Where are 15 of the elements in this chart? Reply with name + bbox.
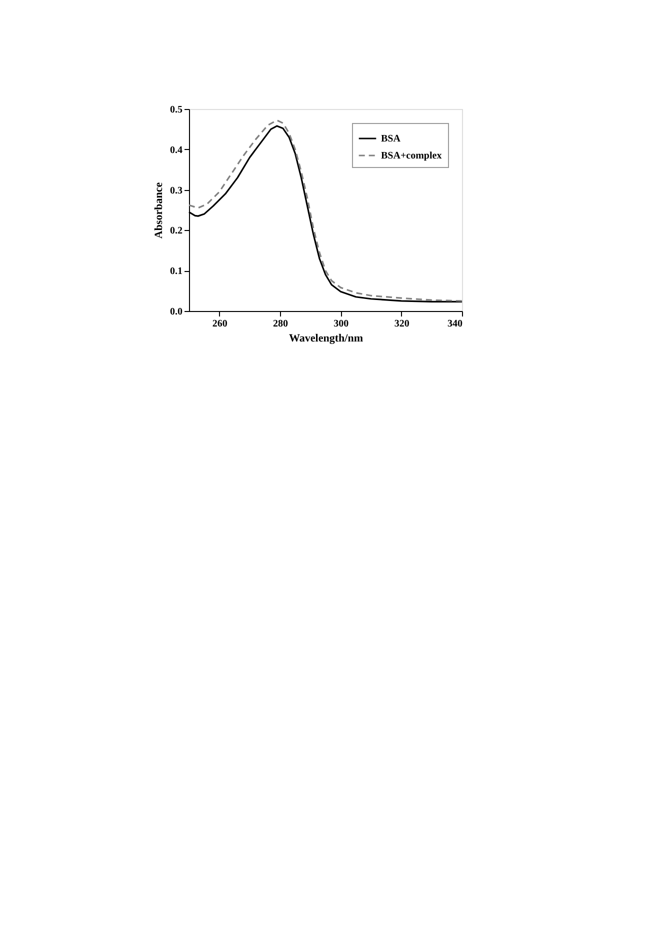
legend-label: BSA+complex bbox=[381, 150, 442, 162]
y-tick-label: 0.4 bbox=[170, 144, 182, 156]
y-tick-label: 0.2 bbox=[170, 226, 182, 237]
x-tick-label: 300 bbox=[334, 318, 349, 330]
x-tick-label: 260 bbox=[212, 318, 228, 330]
legend-label: BSA bbox=[381, 134, 402, 144]
y-tick-label: 0.1 bbox=[170, 266, 182, 278]
y-tick-label: 0.0 bbox=[170, 306, 182, 318]
x-axis-title: Wavelength/nm bbox=[289, 332, 363, 344]
x-tick-label: 340 bbox=[448, 318, 462, 330]
y-axis-title: Absorbance bbox=[153, 182, 165, 239]
x-tick-label: 320 bbox=[394, 318, 410, 330]
y-tick-label: 0.5 bbox=[170, 104, 182, 116]
x-tick-label: 280 bbox=[273, 318, 288, 330]
y-tick-label: 0.3 bbox=[170, 185, 182, 196]
